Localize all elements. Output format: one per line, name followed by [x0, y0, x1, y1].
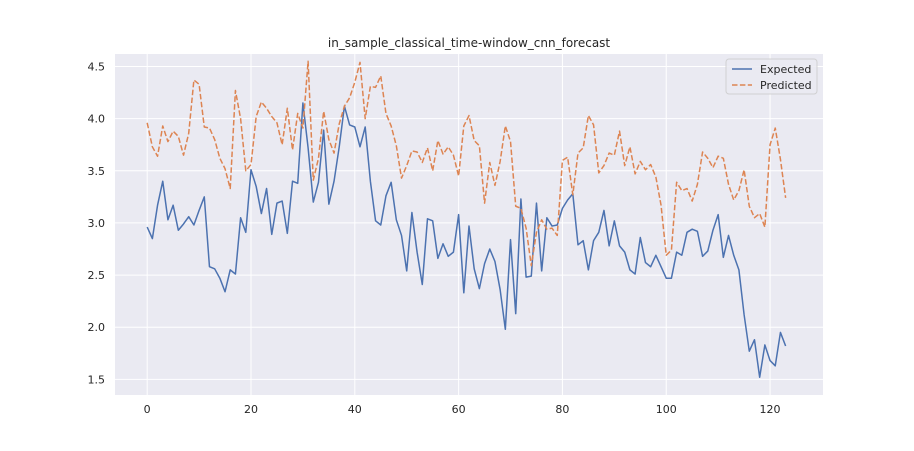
x-axis-ticks: 0 20 40 60 80 100 120: [144, 403, 781, 416]
x-tick-label: 120: [760, 403, 781, 416]
x-tick-label: 60: [452, 403, 466, 416]
y-tick-label: 2.0: [88, 321, 106, 334]
series-lines: [146, 60, 787, 379]
series-line-predicted: [146, 60, 787, 267]
y-axis-ticks: 1.5 2.0 2.5 3.0 3.5 4.0 4.5: [88, 61, 106, 387]
y-tick-label: 3.0: [88, 217, 106, 230]
y-tick-label: 4.5: [88, 61, 106, 74]
y-tick-label: 2.5: [88, 269, 106, 282]
y-tick-label: 4.0: [88, 113, 106, 126]
chart-title: in_sample_classical_time-window_cnn_fore…: [328, 36, 611, 50]
x-tick-label: 40: [348, 403, 362, 416]
legend: Expected Predicted: [725, 58, 818, 95]
x-tick-label: 0: [144, 403, 151, 416]
plot-area: [115, 54, 823, 395]
x-tick-label: 100: [656, 403, 677, 416]
x-tick-label: 80: [555, 403, 569, 416]
y-tick-label: 3.5: [88, 165, 106, 178]
x-tick-label: 20: [244, 403, 258, 416]
legend-label-expected: Expected: [760, 63, 811, 76]
series-line-expected: [146, 102, 787, 379]
y-tick-label: 1.5: [88, 373, 106, 386]
legend-label-predicted: Predicted: [760, 79, 812, 92]
